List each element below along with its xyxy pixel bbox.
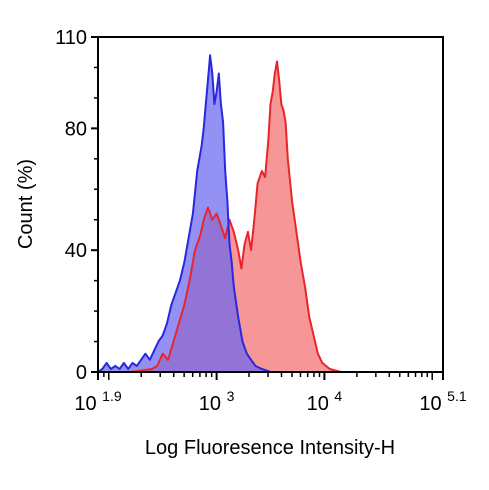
y-tick-label: 80 [65,118,87,140]
series-1-area [98,61,443,373]
x-tick-label: 10 4 [307,388,343,415]
y-tick-label: 40 [65,240,87,262]
plot-frame [97,36,444,373]
x-axis-label: Log Fluoresence Intensity-H [145,437,395,459]
y-tick-label: 110 [55,27,87,49]
ticks-layer: 0 40 80 110 10 1.9 10 3 10 4 10 5.1 [55,27,467,415]
series-2-line [97,54,443,373]
x-tick-label: 10 5.1 [419,388,466,415]
series-1-line [98,60,443,373]
y-axis-label: Count (%) [15,159,37,249]
series-2-area [98,55,443,373]
x-tick-label: 10 3 [199,388,235,415]
x-tick-label: 10 1.9 [74,388,121,415]
y-tick-label: 0 [76,362,87,384]
series-layer [97,54,443,373]
